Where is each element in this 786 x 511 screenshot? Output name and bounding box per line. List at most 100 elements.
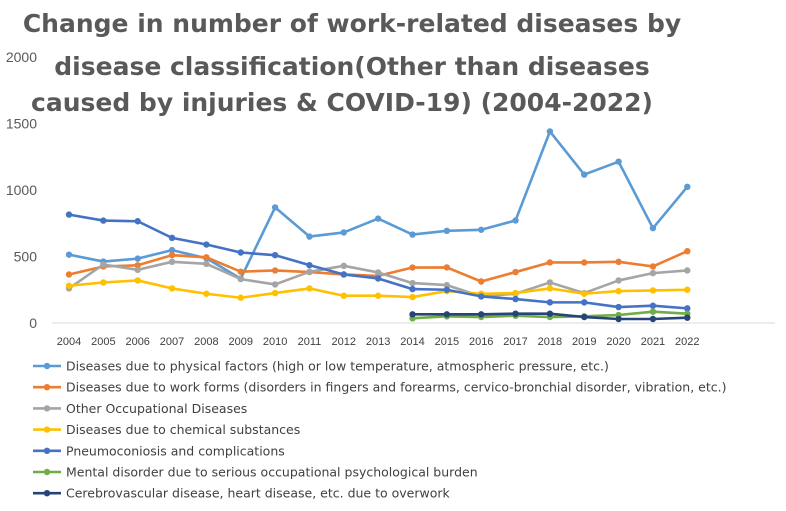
data-point xyxy=(168,251,176,259)
data-point xyxy=(168,258,176,266)
chart-title-line-3: caused by injuries & COVID-19) (2004-202… xyxy=(31,88,653,117)
data-point xyxy=(374,215,382,222)
data-point xyxy=(65,251,73,258)
data-point xyxy=(546,128,554,135)
data-point xyxy=(512,268,519,276)
x-axis: 2004 2005 2006 2007 2008 2009 2010 2011 2012 2013… xyxy=(57,336,700,348)
data-point xyxy=(340,271,347,278)
data-point xyxy=(271,251,279,259)
data-point xyxy=(443,281,451,289)
chart-title: Change in number of work-related disease… xyxy=(23,9,681,117)
data-point xyxy=(684,314,691,321)
data-point xyxy=(684,305,691,312)
data-point xyxy=(649,302,657,309)
legend-item: Mental disorder due to serious occupatio… xyxy=(33,465,478,480)
data-point xyxy=(581,259,588,266)
data-point xyxy=(581,313,588,321)
x-tick-label: 2017 xyxy=(503,336,527,348)
data-point xyxy=(478,278,485,285)
data-point xyxy=(340,229,347,236)
data-point xyxy=(271,204,279,211)
x-tick-label: 2005 xyxy=(91,336,115,348)
legend-marker xyxy=(43,468,51,476)
data-point xyxy=(306,233,313,240)
data-point xyxy=(134,262,141,269)
data-point xyxy=(546,299,554,306)
x-tick-label: 2019 xyxy=(572,336,596,348)
data-point xyxy=(512,217,519,224)
data-point xyxy=(168,285,176,292)
x-tick-label: 2007 xyxy=(160,336,184,348)
y-tick-label: 1000 xyxy=(6,182,37,198)
data-point xyxy=(581,290,588,297)
data-point xyxy=(615,258,622,266)
data-point xyxy=(100,279,107,286)
data-point xyxy=(134,255,141,262)
legend-item: Diseases due to physical factors (high o… xyxy=(33,359,609,374)
legend-label: Diseases due to work forms (disorders in… xyxy=(66,380,726,395)
data-point xyxy=(168,234,176,242)
data-point xyxy=(546,259,554,266)
data-point xyxy=(512,310,519,317)
legend-marker xyxy=(43,490,51,497)
x-tick-label: 2020 xyxy=(606,336,630,348)
x-tick-label: 2009 xyxy=(229,336,253,348)
data-point xyxy=(65,271,73,278)
data-point xyxy=(340,292,347,299)
data-point xyxy=(684,267,691,274)
data-point xyxy=(649,224,657,232)
data-point xyxy=(615,158,622,165)
data-point xyxy=(546,285,554,292)
data-point xyxy=(271,281,279,288)
series-5 xyxy=(65,211,691,312)
data-point xyxy=(134,218,141,225)
data-point xyxy=(203,241,210,248)
y-tick-label: 500 xyxy=(14,249,38,265)
series-line xyxy=(68,130,689,280)
data-point xyxy=(409,311,416,318)
data-point xyxy=(443,311,451,318)
data-point xyxy=(237,249,244,256)
data-point xyxy=(615,287,622,295)
data-point xyxy=(409,285,416,293)
data-point xyxy=(478,293,485,300)
y-axis: 0 500 1000 1500 2000 xyxy=(6,49,37,331)
x-tick-label: 2018 xyxy=(538,336,562,348)
data-point xyxy=(134,277,141,284)
data-point xyxy=(512,289,519,297)
data-point xyxy=(546,310,554,317)
legend-label: Cerebrovascular disease, heart disease, … xyxy=(66,486,450,501)
x-tick-label: 2008 xyxy=(194,336,218,348)
data-point xyxy=(615,303,622,311)
data-point xyxy=(409,264,416,271)
data-point xyxy=(237,294,244,301)
data-point xyxy=(237,275,244,283)
legend-item: Cerebrovascular disease, heart disease, … xyxy=(33,486,450,501)
data-point xyxy=(100,217,107,224)
plot-area xyxy=(65,128,691,323)
data-point xyxy=(271,267,279,274)
series-4 xyxy=(65,277,691,301)
data-point xyxy=(443,227,451,235)
data-point xyxy=(443,264,451,271)
data-point xyxy=(649,269,657,277)
x-tick-label: 2011 xyxy=(298,336,322,348)
series-1 xyxy=(65,128,691,282)
data-point xyxy=(168,246,176,254)
x-tick-label: 2014 xyxy=(400,336,424,348)
data-point xyxy=(374,269,382,276)
legend-marker xyxy=(43,447,51,454)
data-point xyxy=(649,263,657,270)
data-point xyxy=(100,261,107,268)
legend-item: Diseases due to work forms (disorders in… xyxy=(33,380,726,395)
data-point xyxy=(409,279,416,287)
data-point xyxy=(684,247,691,255)
data-point xyxy=(374,275,382,282)
data-point xyxy=(615,277,622,284)
x-tick-label: 2016 xyxy=(469,336,493,348)
legend-item: Diseases due to chemical substances xyxy=(33,422,300,437)
chart-title-line-1: Change in number of work-related disease… xyxy=(23,9,681,38)
x-tick-label: 2006 xyxy=(125,336,149,348)
legend-label: Diseases due to chemical substances xyxy=(66,422,300,437)
